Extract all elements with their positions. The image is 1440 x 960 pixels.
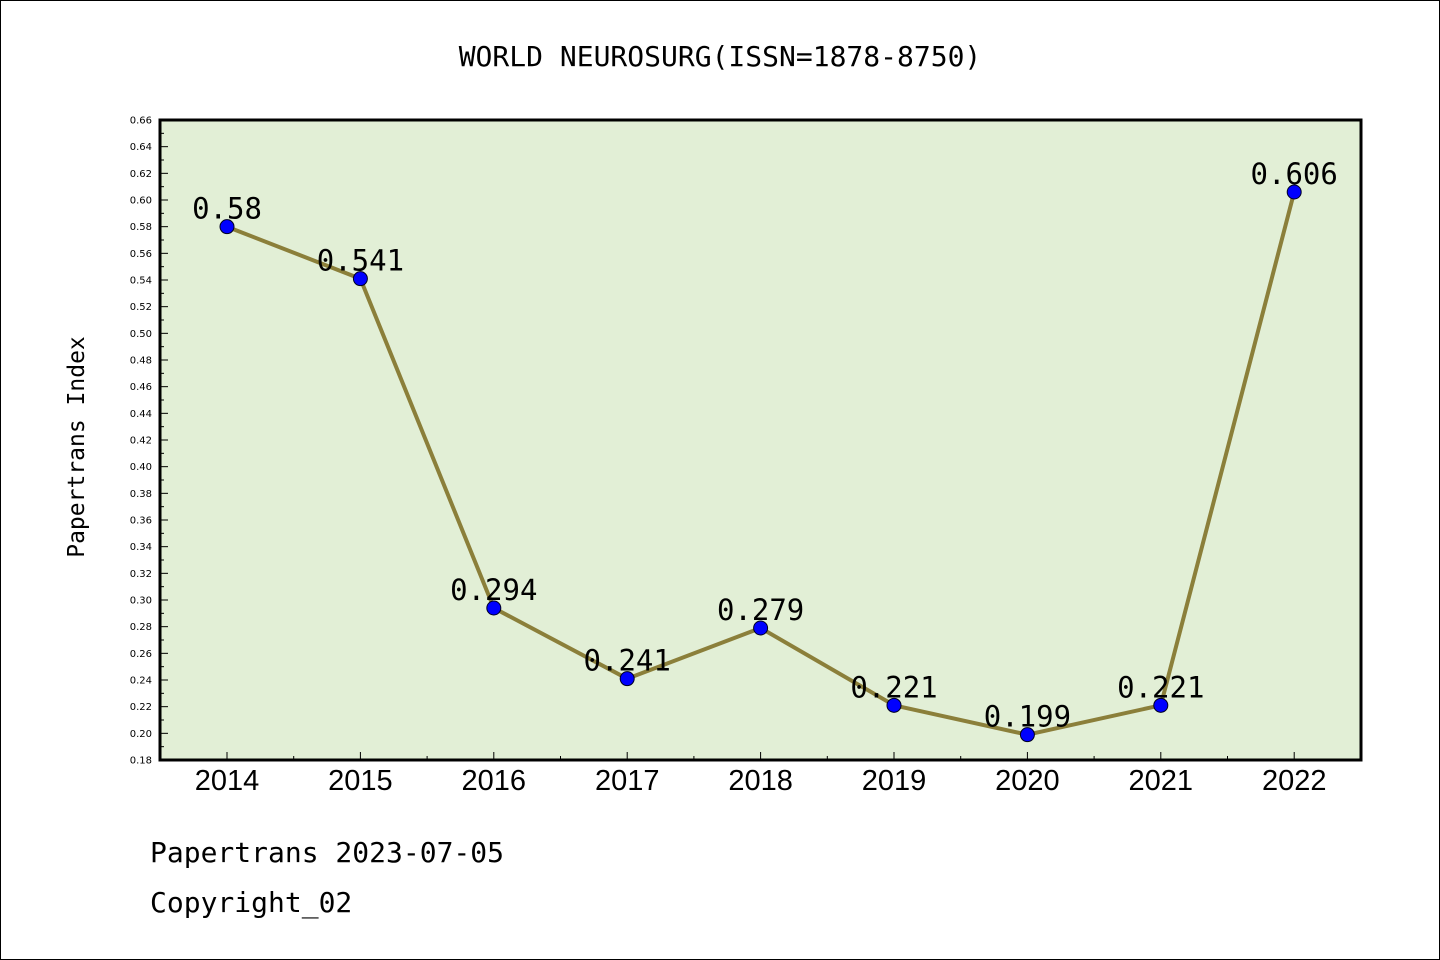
y-tick-label: 0.60: [130, 196, 152, 207]
y-tick-label: 0.42: [130, 436, 152, 447]
data-label-2014: 0.58: [192, 192, 262, 226]
data-point-2015: [352, 271, 368, 287]
y-tick-label: 0.18: [130, 756, 152, 767]
y-tick-label: 0.64: [130, 142, 152, 153]
plot-area: [160, 120, 1361, 760]
y-tick-label: 0.56: [130, 249, 152, 260]
data-label-2017: 0.241: [584, 644, 671, 678]
data-labels: 0.58 0.541 0.294 0.241 0.279 0.221 0.199 0.221 0…: [192, 157, 1338, 734]
y-tick-label: 0.30: [130, 596, 152, 607]
data-point-2014: [219, 219, 235, 235]
data-label-2021: 0.221: [1117, 670, 1204, 704]
data-label-2016: 0.294: [450, 573, 537, 607]
y-tick-label: 0.66: [130, 116, 152, 127]
y-tick-label: 0.22: [130, 702, 152, 713]
y-tick-label: 0.24: [130, 676, 152, 687]
data-label-2015: 0.541: [317, 244, 404, 278]
y-axis: 0.18 0.20 0.22 0.24 0.26 0.28 0.30 0.32 0.34 0.36…: [130, 116, 168, 767]
y-tick-label: 0.50: [130, 329, 152, 340]
y-tick-label: 0.58: [130, 222, 152, 233]
y-tick-label: 0.28: [130, 622, 152, 633]
data-point-2016: [486, 600, 502, 616]
y-tick-label: 0.36: [130, 516, 152, 527]
x-tick-label: 2022: [1262, 765, 1327, 797]
data-label-2020: 0.199: [984, 700, 1071, 734]
data-label-2018: 0.279: [717, 593, 804, 627]
footer-date: Papertrans 2023-07-05: [150, 836, 505, 869]
x-tick-label: 2015: [328, 765, 393, 797]
chart-title: WORLD NEUROSURG(ISSN=1878-8750): [459, 40, 982, 73]
y-tick-label: 0.46: [130, 382, 152, 393]
data-point-2022: [1286, 184, 1302, 200]
data-point-2018: [753, 620, 769, 636]
y-tick-label: 0.26: [130, 649, 152, 660]
data-point-2017: [619, 671, 635, 687]
x-tick-label: 2017: [595, 765, 660, 797]
y-tick-label: 0.54: [130, 276, 152, 287]
y-tick-label: 0.32: [130, 569, 152, 580]
data-point-2020: [1019, 727, 1035, 743]
y-tick-label: 0.52: [130, 302, 152, 313]
data-label-2019: 0.221: [850, 670, 937, 704]
data-point-2021: [1153, 697, 1169, 713]
y-axis-title: Papertrans Index: [64, 336, 90, 558]
x-tick-label: 2021: [1129, 765, 1194, 797]
y-tick-label: 0.20: [130, 729, 152, 740]
footer-copyright: Copyright_02: [150, 886, 353, 919]
y-tick-label: 0.48: [130, 356, 152, 367]
data-label-2022: 0.606: [1251, 157, 1338, 191]
x-tick-label: 2020: [995, 765, 1060, 797]
x-tick-label: 2014: [195, 765, 260, 797]
plot-border: [158, 118, 1363, 762]
y-tick-label: 0.62: [130, 169, 152, 180]
data-markers: [219, 184, 1302, 743]
x-tick-label: 2019: [862, 765, 927, 797]
x-axis: 2014 2015 2016 2017 2018 2019 2020 2021 2022: [195, 752, 1327, 797]
y-tick-label: 0.44: [130, 409, 152, 420]
y-tick-label: 0.40: [130, 462, 152, 473]
x-tick-label: 2018: [728, 765, 793, 797]
data-point-2019: [886, 697, 902, 713]
y-tick-label: 0.38: [130, 489, 152, 500]
x-tick-label: 2016: [462, 765, 527, 797]
y-tick-label: 0.34: [130, 542, 152, 553]
